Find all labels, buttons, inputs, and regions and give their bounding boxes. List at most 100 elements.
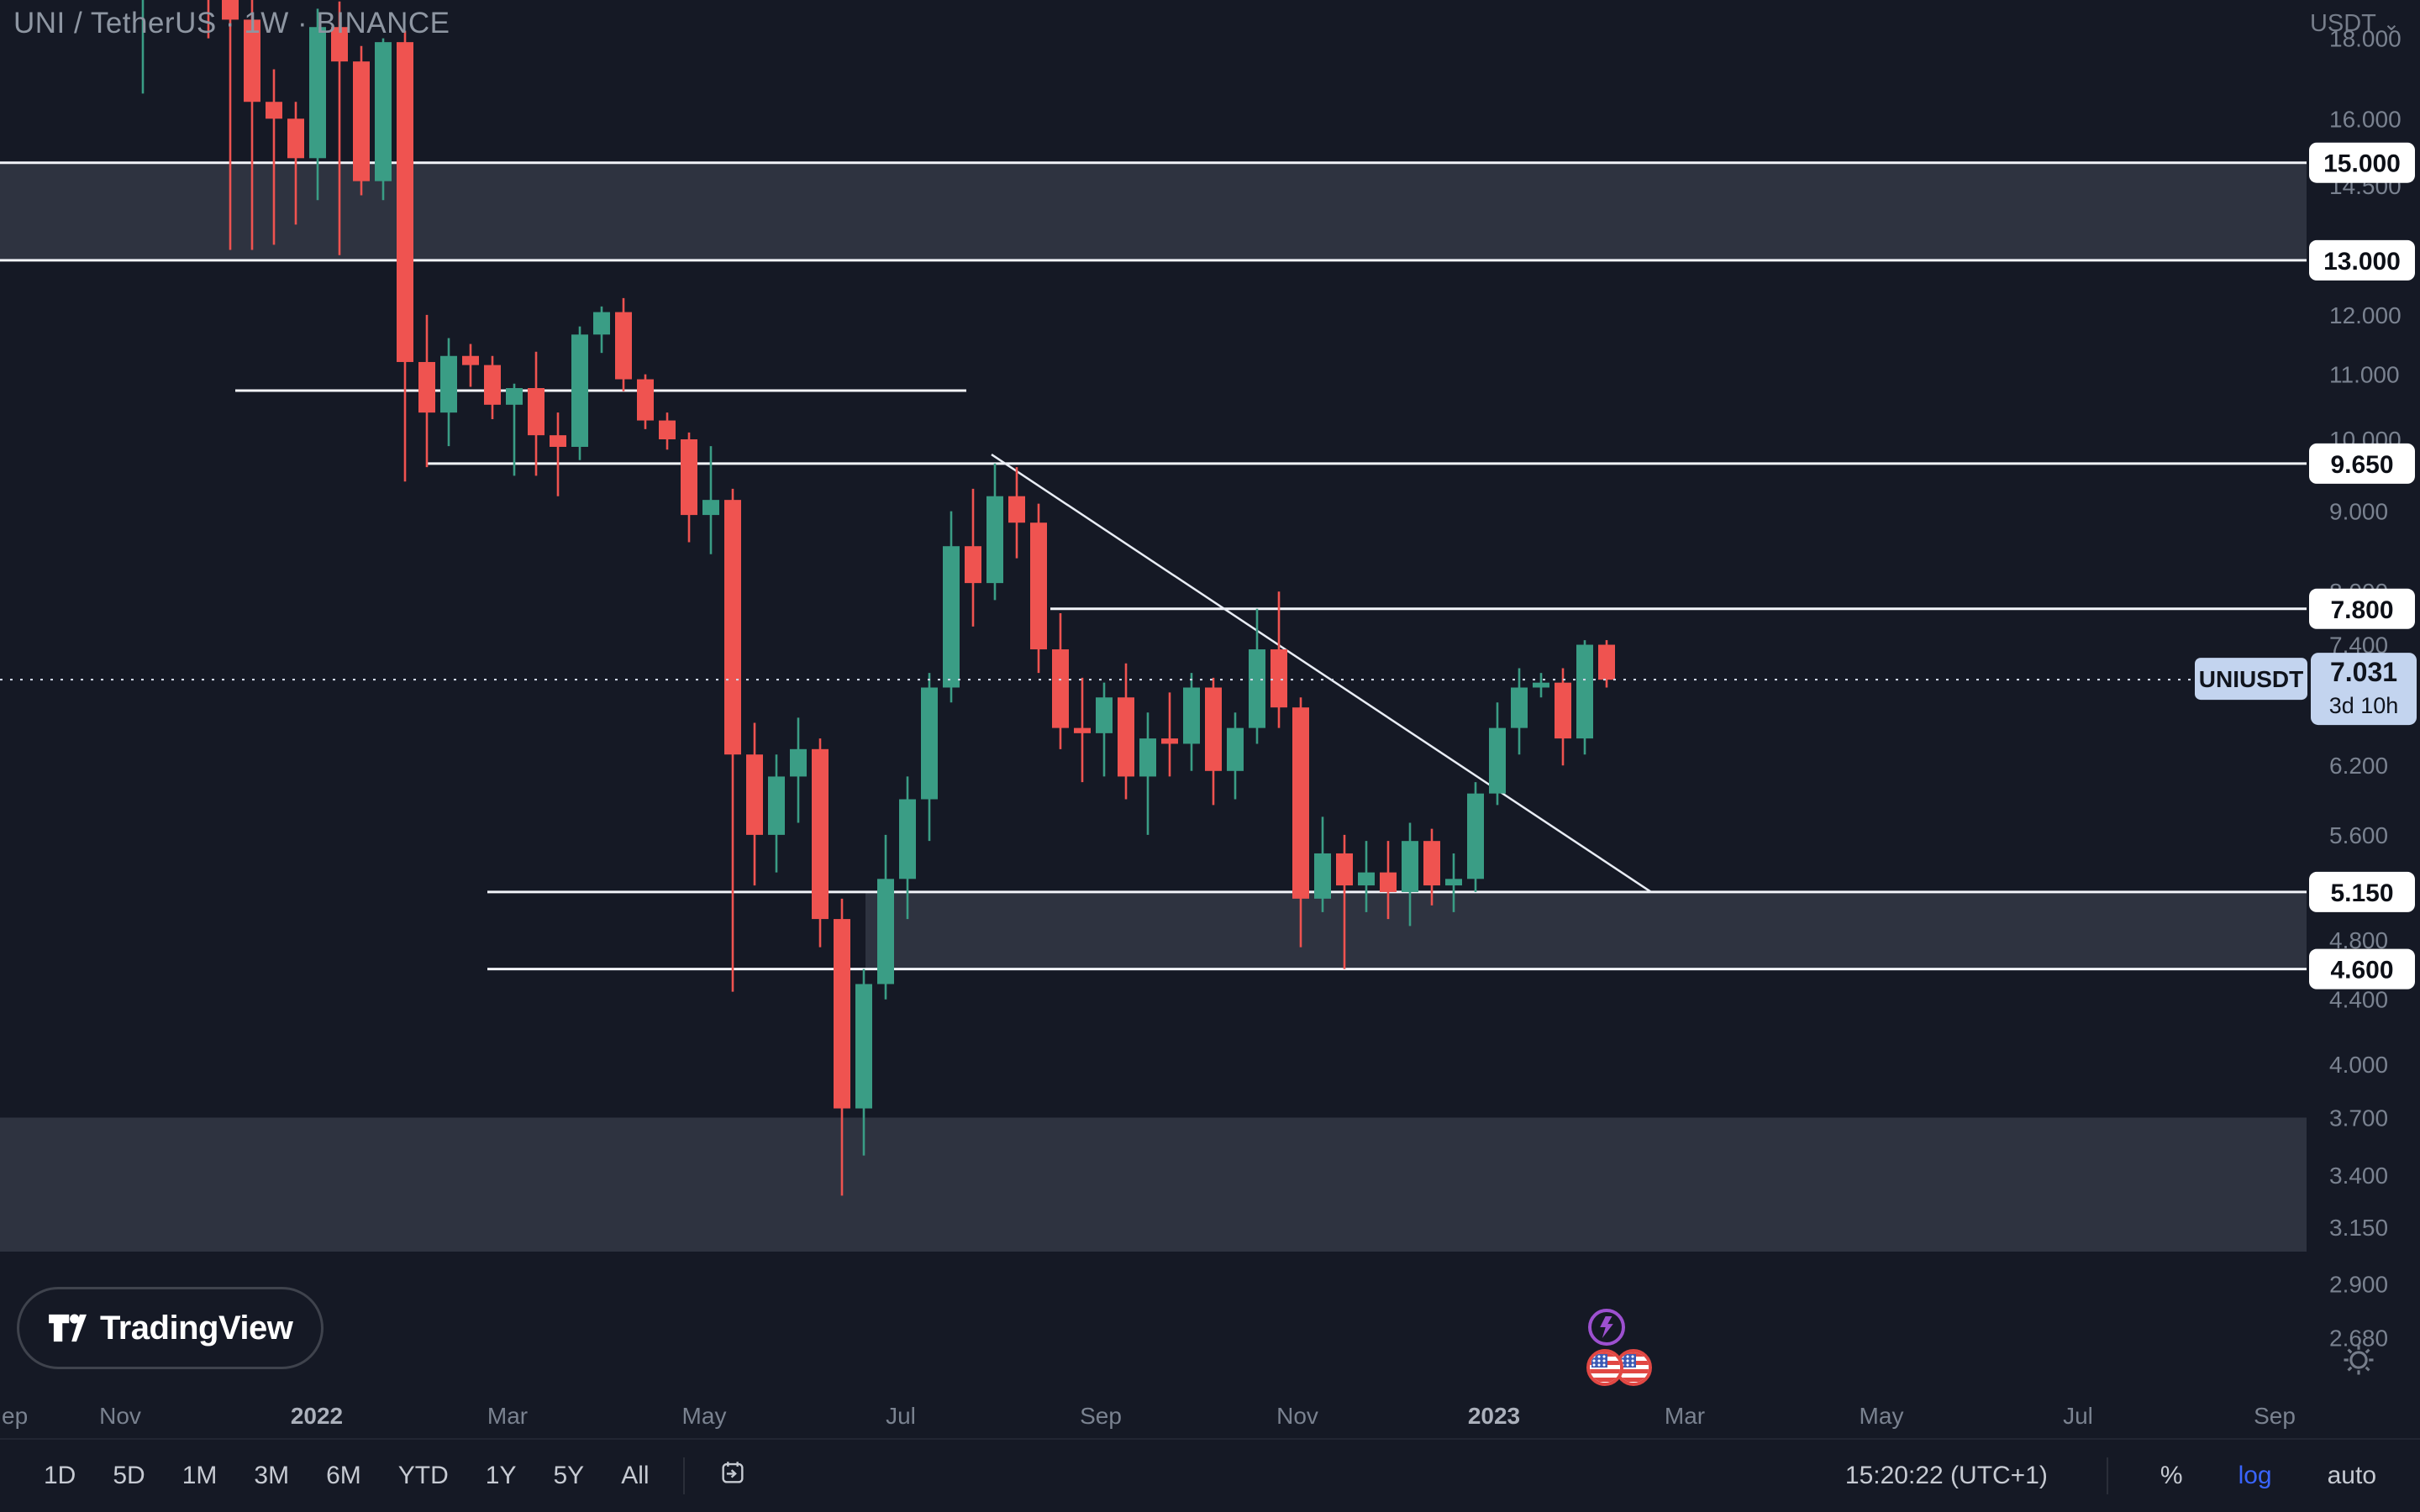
candlestick[interactable] <box>681 439 697 516</box>
candlestick[interactable] <box>222 0 239 20</box>
candlestick[interactable] <box>528 388 544 436</box>
candlestick[interactable] <box>724 500 741 755</box>
candlestick[interactable] <box>484 365 501 405</box>
candlestick[interactable] <box>1423 841 1440 886</box>
candlestick[interactable] <box>1205 687 1222 771</box>
candlestick[interactable] <box>1467 793 1484 879</box>
range-button-3m[interactable]: 3M <box>254 1462 290 1489</box>
price-tick-label[interactable]: 3.400 <box>2329 1163 2388 1189</box>
candlestick[interactable] <box>1555 682 1571 739</box>
candlestick[interactable] <box>244 19 260 102</box>
price-tick-label[interactable]: 12.000 <box>2329 302 2402 328</box>
time-axis-label[interactable]: Sep <box>1080 1403 1122 1429</box>
price-tick-label[interactable]: 5.600 <box>2329 822 2388 848</box>
candlestick[interactable] <box>899 799 916 879</box>
clock-utc-label[interactable]: 15:20:22 (UTC+1) <box>1844 1462 2048 1489</box>
price-tick-label[interactable]: 9.000 <box>2329 499 2388 525</box>
candlestick[interactable] <box>309 27 326 159</box>
candlestick[interactable] <box>1249 649 1265 728</box>
calendar-goto-icon[interactable] <box>703 1452 762 1500</box>
time-axis-label[interactable]: Jul <box>886 1403 916 1429</box>
log-scale-button[interactable]: log <box>2238 1462 2272 1489</box>
candlestick[interactable] <box>593 312 610 335</box>
candlestick[interactable] <box>768 776 785 835</box>
price-tick-label[interactable]: 18.000 <box>2329 26 2402 52</box>
candlestick[interactable] <box>637 379 654 421</box>
candlestick[interactable] <box>506 388 523 405</box>
candlestick[interactable] <box>1314 853 1331 899</box>
candlestick[interactable] <box>877 879 894 984</box>
time-axis-label[interactable]: Mar <box>487 1403 528 1429</box>
candlestick[interactable] <box>1402 841 1418 892</box>
candlestick[interactable] <box>418 361 435 413</box>
time-axis-label[interactable]: May <box>1860 1403 1904 1429</box>
candlestick[interactable] <box>1183 687 1200 744</box>
candlestick[interactable] <box>746 754 763 835</box>
us-flag-icon[interactable] <box>1615 1349 1652 1386</box>
candlestick[interactable] <box>1336 853 1353 886</box>
candlestick[interactable] <box>353 61 370 181</box>
time-axis-label[interactable]: Nov <box>99 1403 141 1429</box>
candlestick[interactable] <box>943 546 960 688</box>
candlestick[interactable] <box>965 546 981 584</box>
time-axis-label[interactable]: Sep <box>2254 1403 2296 1429</box>
price-tick-label[interactable]: 3.700 <box>2329 1105 2388 1131</box>
candlestick[interactable] <box>1445 879 1462 886</box>
candlestick[interactable] <box>1270 649 1287 708</box>
candlestick[interactable] <box>1030 522 1047 650</box>
candlestick[interactable] <box>1227 727 1244 771</box>
candlestick[interactable] <box>1511 687 1528 728</box>
us-flag-icon[interactable] <box>1586 1349 1623 1386</box>
price-tick-label[interactable]: 2.900 <box>2329 1271 2388 1297</box>
time-axis-label[interactable]: 2023 <box>1468 1403 1520 1429</box>
price-tick-label[interactable]: 4.400 <box>2329 987 2388 1013</box>
candlestick[interactable] <box>550 435 566 447</box>
range-button-ytd[interactable]: YTD <box>397 1462 449 1489</box>
candlestick[interactable] <box>266 102 282 119</box>
currency-unit-toggle[interactable]: USDT ⌄ <box>2310 10 2400 38</box>
price-tick-label[interactable]: 4.000 <box>2329 1052 2388 1078</box>
candlestick[interactable] <box>1139 738 1156 777</box>
candlestick[interactable] <box>287 118 304 159</box>
candlestick[interactable] <box>1161 738 1178 744</box>
candlestick[interactable] <box>1598 644 1615 680</box>
percent-scale-button[interactable]: % <box>2160 1462 2183 1489</box>
descending-trendline[interactable] <box>991 454 1652 893</box>
candlestick[interactable] <box>1533 682 1549 688</box>
price-tick-label[interactable]: 11.000 <box>2329 362 2400 388</box>
range-button-1m[interactable]: 1M <box>182 1462 218 1489</box>
candlestick[interactable] <box>1074 727 1091 733</box>
time-axis-label[interactable]: May <box>682 1403 727 1429</box>
candlestick[interactable] <box>1096 697 1113 733</box>
candlestick[interactable] <box>462 355 479 365</box>
candlestick[interactable] <box>1118 697 1134 777</box>
candlestick[interactable] <box>834 919 850 1109</box>
candlestick[interactable] <box>1052 649 1069 728</box>
price-tick-label[interactable]: 3.150 <box>2329 1215 2388 1241</box>
candlestick[interactable] <box>375 42 392 181</box>
time-axis-label[interactable]: 2022 <box>291 1403 343 1429</box>
candlestick[interactable] <box>855 984 872 1109</box>
candlestick[interactable] <box>615 312 632 380</box>
range-button-5d[interactable]: 5D <box>113 1462 145 1489</box>
economic-event-lightning-icon[interactable] <box>1588 1309 1625 1346</box>
candlestick[interactable] <box>397 42 413 362</box>
tradingview-logo[interactable]: TradingView <box>17 1287 324 1369</box>
range-button-all[interactable]: All <box>621 1462 650 1489</box>
candlestick[interactable] <box>921 687 938 800</box>
candlestick[interactable] <box>1489 727 1506 794</box>
candlestick[interactable] <box>1380 872 1397 892</box>
candlestick[interactable] <box>702 500 719 516</box>
candlestick[interactable] <box>812 748 829 920</box>
time-axis-label[interactable]: Jul <box>2063 1403 2093 1429</box>
candlestick[interactable] <box>790 748 807 777</box>
candlestick[interactable] <box>571 334 588 447</box>
candlestick[interactable] <box>331 27 348 62</box>
range-button-1d[interactable]: 1D <box>44 1462 76 1489</box>
candlestick[interactable] <box>440 355 457 413</box>
symbol-legend[interactable]: UNI / TetherUS · 1W · BINANCE <box>13 7 450 39</box>
time-axis-label[interactable]: ep <box>2 1403 28 1429</box>
gear-icon[interactable] <box>2341 1342 2376 1382</box>
candlestick[interactable] <box>659 420 676 439</box>
